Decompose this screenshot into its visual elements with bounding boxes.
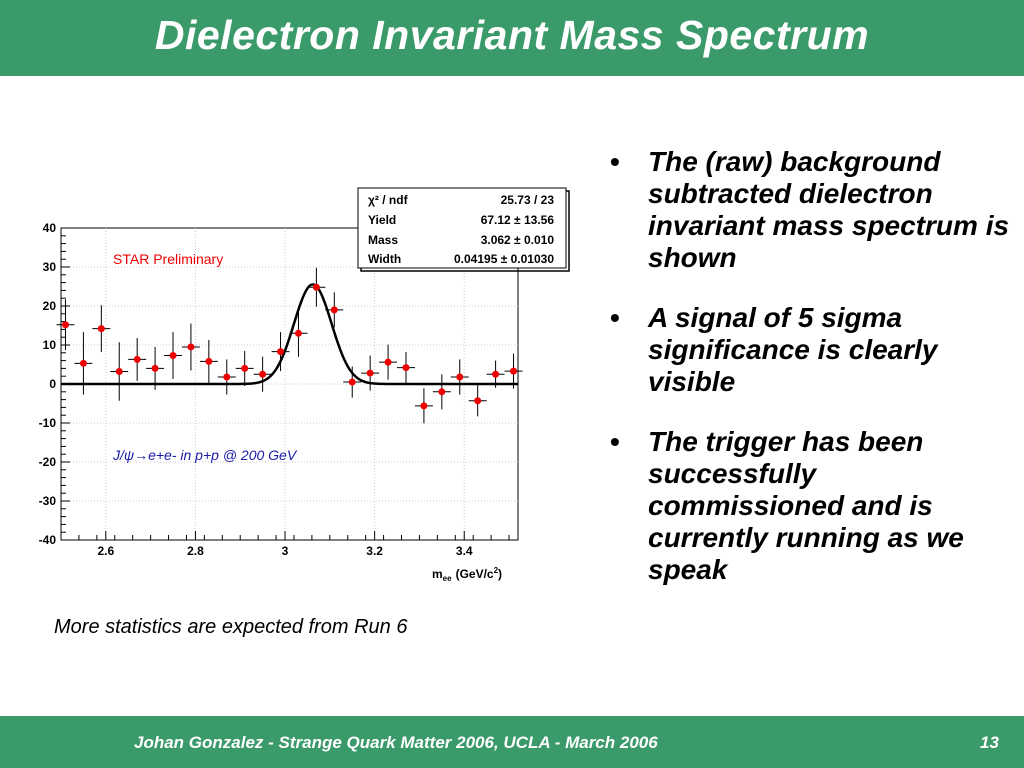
stats-label-yield: Yield xyxy=(368,213,396,227)
y-tick-label: -40 xyxy=(39,533,57,547)
data-point xyxy=(384,358,392,366)
y-tick-label: -10 xyxy=(39,416,57,430)
data-point xyxy=(510,367,518,375)
data-point xyxy=(366,369,374,377)
data-point xyxy=(133,355,141,363)
slide-title: Dielectron Invariant Mass Spectrum xyxy=(154,12,870,58)
bullet-icon: • xyxy=(610,146,620,177)
x-axis-unit-superscript: 2 xyxy=(494,566,499,575)
y-tick-label: 0 xyxy=(49,377,56,391)
x-tick-label: 3.2 xyxy=(366,544,383,558)
data-point xyxy=(151,364,159,372)
chart-caption: More statistics are expected from Run 6 xyxy=(54,616,408,638)
y-tick-label: 30 xyxy=(43,260,57,274)
slide-number: 13 xyxy=(980,733,999,752)
x-axis-subscript: ee xyxy=(443,574,452,583)
data-point xyxy=(348,378,356,386)
data-point xyxy=(61,321,69,329)
stats-label-chi2: χ² / ndf xyxy=(368,193,409,207)
x-tick-label: 2.6 xyxy=(97,544,114,558)
x-axis-symbol: m xyxy=(432,567,443,581)
stats-value-width: 0.04195 ± 0.01030 xyxy=(454,252,554,266)
bullet-text: A signal of 5 sigma significance is clea… xyxy=(648,302,938,397)
bullet-item: • A signal of 5 sigma significance is cle… xyxy=(606,302,1016,398)
axis-ticks xyxy=(60,227,510,541)
data-point xyxy=(312,283,320,291)
data-point xyxy=(259,370,267,378)
data-point xyxy=(277,348,285,356)
x-tick-label: 2.8 xyxy=(187,544,204,558)
data-points xyxy=(61,283,518,410)
stats-value-mass: 3.062 ± 0.010 xyxy=(481,233,555,247)
process-arrow-icon: → xyxy=(134,447,148,463)
gaussian-fit-curve xyxy=(61,283,518,386)
x-tick-label: 3 xyxy=(282,544,289,558)
bullet-item: • The (raw) background subtracted dielect… xyxy=(606,146,1016,274)
x-tick-label: 3.4 xyxy=(456,544,473,558)
data-point xyxy=(187,343,195,351)
y-tick-label: 40 xyxy=(43,221,57,235)
data-point xyxy=(241,364,249,372)
data-point xyxy=(79,359,87,367)
data-point xyxy=(438,388,446,396)
bullet-item: • The trigger has been successfully commi… xyxy=(606,426,1016,586)
data-point xyxy=(115,368,123,376)
fit-stats-box: χ² / ndf 25.73 / 23 Yield 67.12 ± 13.56 … xyxy=(357,187,570,272)
stats-value-chi2: 25.73 / 23 xyxy=(501,193,555,207)
star-preliminary-label: STAR Preliminary xyxy=(113,251,223,267)
data-point xyxy=(456,373,464,381)
y-tick-label: -30 xyxy=(39,494,57,508)
bullet-icon: • xyxy=(610,302,620,333)
data-point xyxy=(420,402,428,410)
data-point xyxy=(330,306,338,314)
data-point xyxy=(294,329,302,337)
stats-label-width: Width xyxy=(368,252,401,266)
data-point xyxy=(223,373,231,381)
process-details: e+e- in p+p @ 200 GeV xyxy=(148,447,298,463)
data-point xyxy=(169,352,177,360)
title-bar: Dielectron Invariant Mass Spectrum xyxy=(0,0,1024,76)
x-axis-title: mee (GeV/c2) xyxy=(432,566,502,583)
footer-bar xyxy=(0,716,1024,768)
x-axis-unit-close: ) xyxy=(498,567,502,581)
bullet-list: • The (raw) background subtracted dielect… xyxy=(606,146,1016,614)
data-point xyxy=(492,370,500,378)
data-point xyxy=(205,357,213,365)
data-point xyxy=(97,325,105,333)
process-label: J/ψ→e+e- in p+p @ 200 GeV xyxy=(112,447,298,463)
stats-label-mass: Mass xyxy=(368,233,398,247)
bullet-icon: • xyxy=(610,426,620,457)
y-tick-label: 10 xyxy=(43,338,57,352)
y-tick-label: 20 xyxy=(43,299,57,313)
y-tick-label: -20 xyxy=(39,455,57,469)
stats-value-yield: 67.12 ± 13.56 xyxy=(481,213,555,227)
footer-text: Johan Gonzalez - Strange Quark Matter 20… xyxy=(134,733,658,752)
data-point xyxy=(402,364,410,372)
y-tick-labels: -40 -30 -20 -10 0 10 20 30 40 xyxy=(39,221,57,547)
x-axis-unit: (GeV/c xyxy=(456,567,494,581)
process-particle: J/ψ xyxy=(112,447,134,463)
data-point xyxy=(474,397,482,405)
x-tick-labels: 2.6 2.8 3 3.2 3.4 xyxy=(97,544,472,558)
bullet-text: The trigger has been successfully commis… xyxy=(648,426,964,585)
bullet-text: The (raw) background subtracted dielectr… xyxy=(648,146,1010,273)
